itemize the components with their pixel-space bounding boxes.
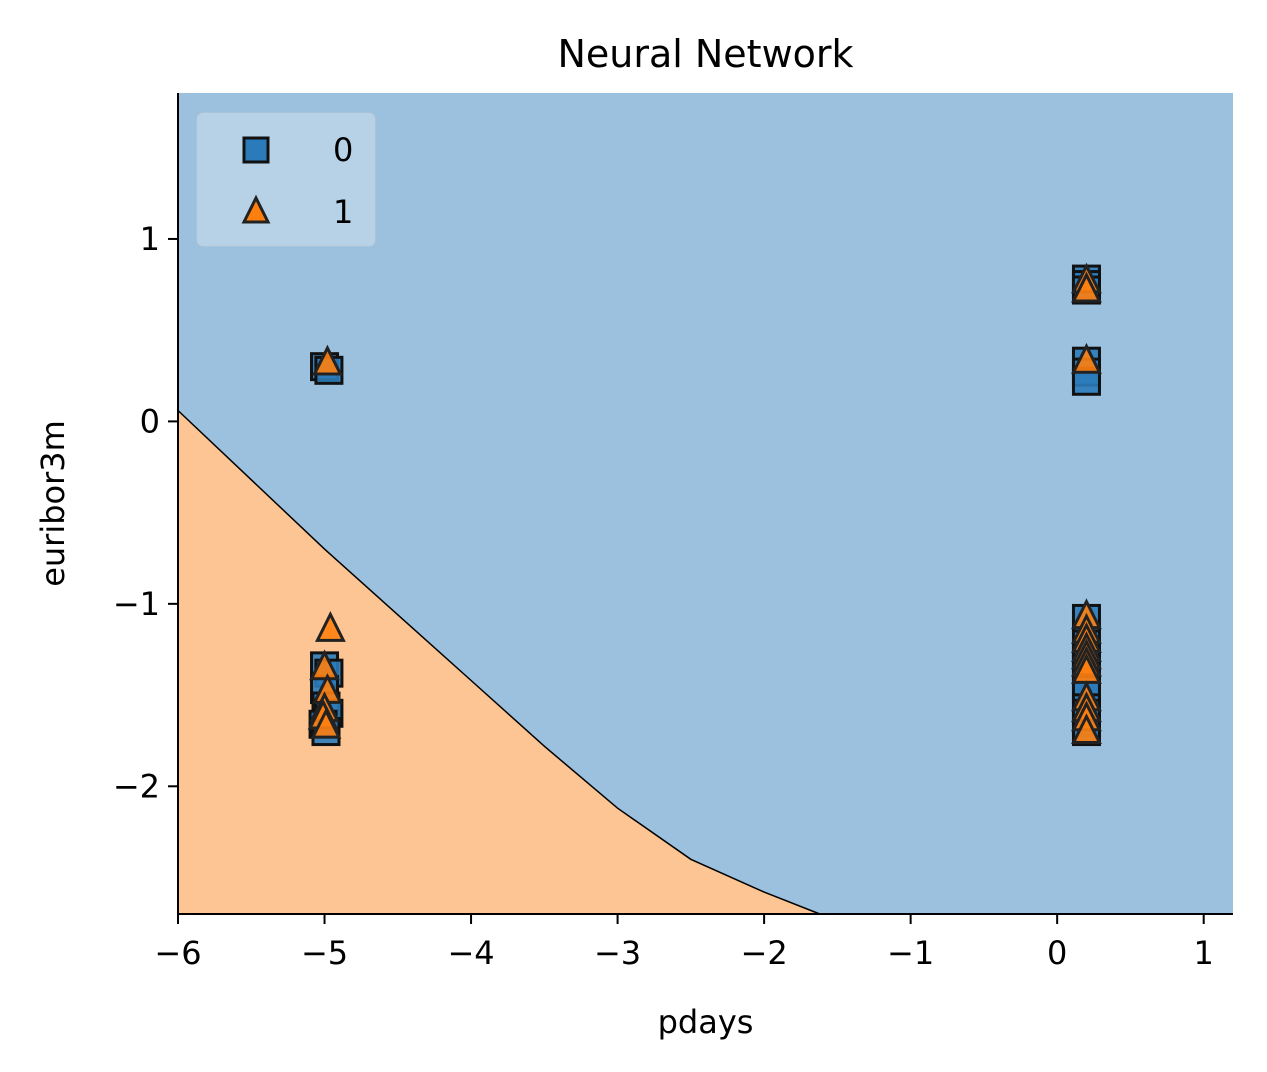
x-tick-label: −2 — [741, 934, 788, 972]
x-tick-label: 1 — [1194, 934, 1214, 972]
decision-boundary-line — [177, 409, 821, 915]
legend-label-1: 1 — [333, 193, 353, 231]
x-tick-label: 0 — [1047, 934, 1067, 972]
chart-title: Neural Network — [557, 32, 853, 76]
legend-label-0: 0 — [333, 131, 353, 169]
x-axis-title: pdays — [658, 1003, 754, 1041]
x-tick-label: −6 — [154, 934, 201, 972]
y-tick-label: −2 — [113, 767, 160, 805]
region-class-1 — [178, 410, 820, 914]
point-class-1 — [1071, 271, 1102, 303]
legend-marker-0 — [242, 136, 270, 164]
point-class-1 — [1071, 342, 1102, 374]
x-tick-label: −3 — [594, 934, 641, 972]
point-class-1 — [309, 649, 340, 681]
plot-area — [177, 93, 1233, 915]
y-axis-title: euribor3m — [34, 420, 72, 587]
y-tick-label: 0 — [140, 402, 160, 440]
data-points — [307, 262, 1102, 747]
axes: −6 −5 −4 −3 −2 −1 0 110−1−2 — [113, 93, 1233, 972]
point-class-1 — [312, 344, 343, 376]
legend: 01 — [196, 112, 376, 247]
x-tick-label: −4 — [447, 934, 494, 972]
legend-box — [196, 112, 376, 247]
y-tick-label: 1 — [140, 220, 160, 258]
point-class-1 — [314, 611, 346, 642]
legend-marker-1 — [241, 194, 271, 224]
point-class-1 — [1071, 713, 1102, 745]
x-tick-label: −1 — [887, 934, 934, 972]
x-tick-label: −5 — [301, 934, 348, 972]
point-class-1 — [310, 707, 342, 739]
y-tick-label: −1 — [113, 585, 160, 623]
